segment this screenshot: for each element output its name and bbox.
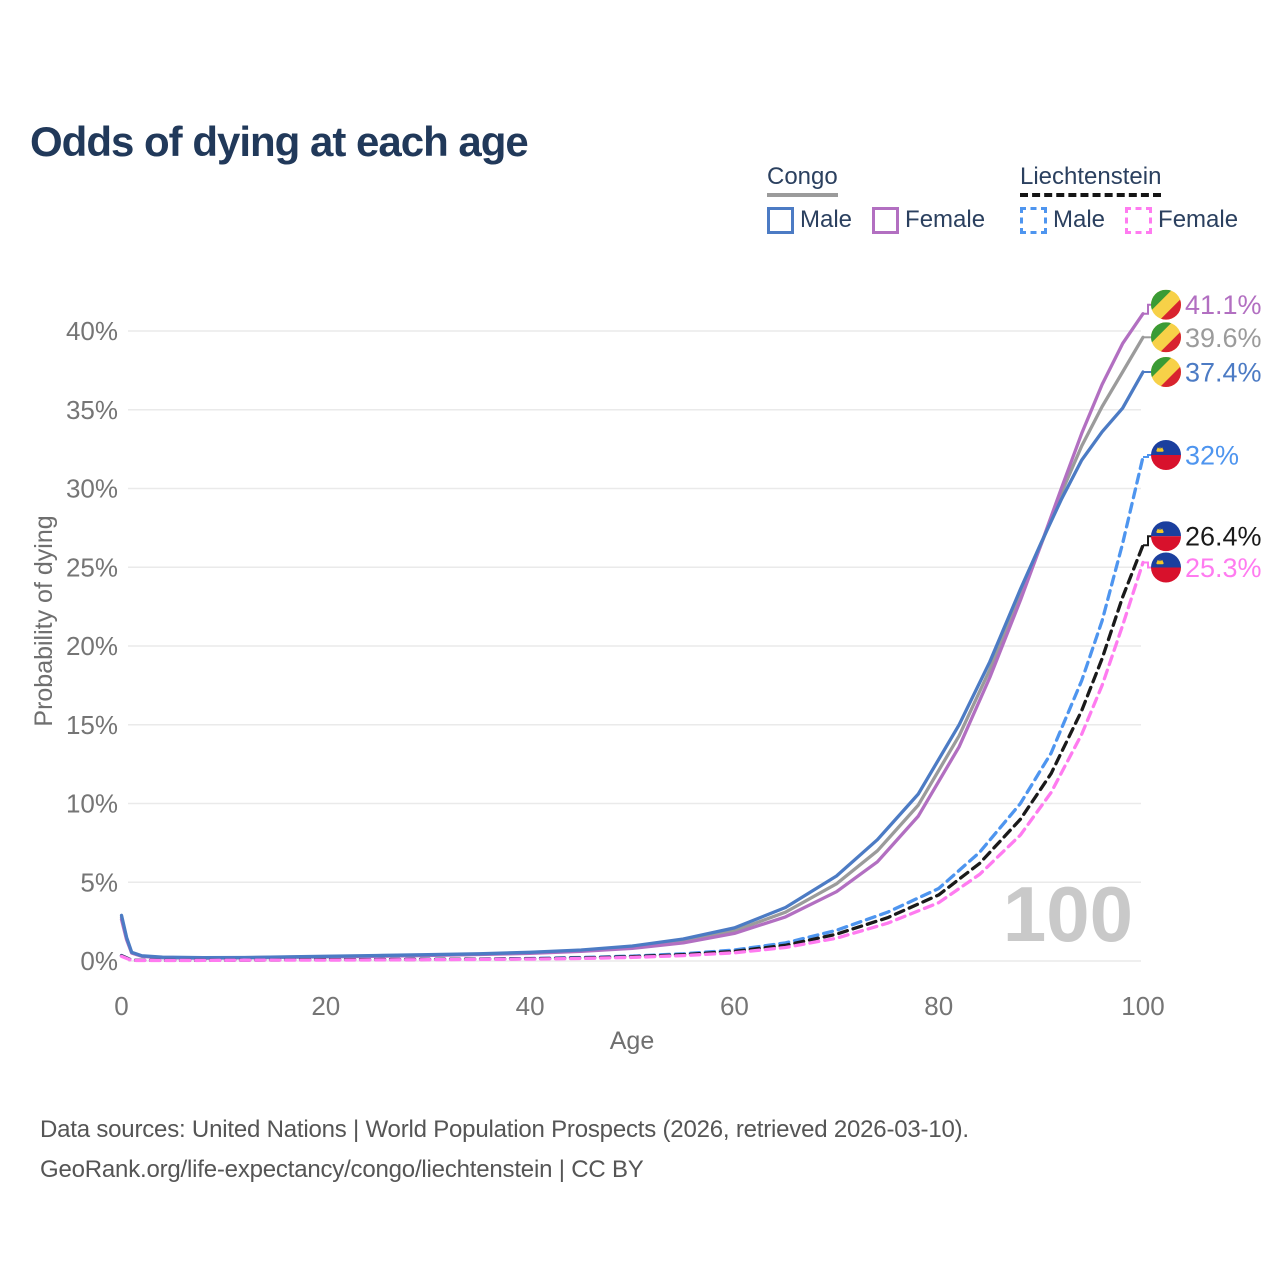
legend-label: Male xyxy=(1053,206,1106,233)
congo-female-end-value: 41.1% xyxy=(1185,290,1262,320)
y-tick-label: 40% xyxy=(66,316,118,346)
y-tick-label: 30% xyxy=(66,474,118,504)
liechtenstein-combined-end-value: 26.4% xyxy=(1185,522,1262,552)
legend-item-liechtenstein-female[interactable]: Female xyxy=(1125,206,1238,234)
congo-female-connector xyxy=(1143,303,1152,315)
x-tick-label: 0 xyxy=(114,991,128,1021)
y-tick-label: 0% xyxy=(80,946,118,976)
x-axis-label: Age xyxy=(610,1027,654,1055)
x-tick-label: 60 xyxy=(720,991,749,1021)
legend-item-congo-male[interactable]: Male xyxy=(767,206,852,234)
footer-attribution: GeoRank.org/life-expectancy/congo/liecht… xyxy=(40,1156,644,1183)
legend-items-congo: Male Female xyxy=(767,206,985,234)
liechtenstein-male-line[interactable] xyxy=(119,455,1145,963)
page-title: Odds of dying at each age xyxy=(30,118,529,166)
legend-items-liechtenstein: Male Female xyxy=(1020,206,1238,234)
footer-data-sources: Data sources: United Nations | World Pop… xyxy=(40,1116,969,1143)
legend-label: Female xyxy=(1158,206,1239,233)
x-tick-label: 20 xyxy=(311,991,340,1021)
congo-female-swatch-icon xyxy=(872,206,900,234)
liechtenstein-male-connector xyxy=(1143,454,1152,458)
age-watermark: 100 xyxy=(1003,870,1133,958)
liechtenstein-flag-icon xyxy=(1151,553,1181,583)
congo-combined-end-value: 39.6% xyxy=(1185,323,1262,353)
legend-label: Female xyxy=(905,206,986,233)
liechtenstein-flag-icon xyxy=(1151,521,1181,551)
congo-male-swatch-icon xyxy=(767,206,794,234)
legend-heading-liechtenstein[interactable]: Liechtenstein xyxy=(1020,163,1162,197)
x-tick-label: 40 xyxy=(516,991,545,1021)
congo-male-line[interactable] xyxy=(119,370,1145,960)
footer: Data sources: United Nations | World Pop… xyxy=(40,1110,969,1190)
liechtenstein-female-connector xyxy=(1143,561,1152,569)
legend-heading-congo[interactable]: Congo xyxy=(767,163,838,197)
liechtenstein-flag-icon xyxy=(1151,440,1181,470)
y-tick-label: 5% xyxy=(80,867,118,897)
y-tick-label: 35% xyxy=(66,395,118,425)
liechtenstein-male-end-value: 32% xyxy=(1185,441,1239,471)
legend-group-congo: Congo Male Female xyxy=(767,163,985,234)
liechtenstein-combined-connector xyxy=(1143,535,1152,547)
congo-male-end-value: 37.4% xyxy=(1185,358,1262,388)
legend-group-liechtenstein: Liechtenstein Male Female xyxy=(1020,163,1238,234)
y-tick-label: 25% xyxy=(66,552,118,582)
congo-flag-icon xyxy=(1151,290,1181,320)
legend-item-congo-female[interactable]: Female xyxy=(872,206,985,234)
y-axis-label: Probability of dying xyxy=(30,515,58,726)
congo-flag-icon xyxy=(1151,322,1181,352)
gridlines xyxy=(128,330,1141,962)
x-tick-label: 80 xyxy=(924,991,953,1021)
legend-item-liechtenstein-male[interactable]: Male xyxy=(1020,206,1105,234)
y-tick-label: 15% xyxy=(66,710,118,740)
liechtenstein-female-line[interactable] xyxy=(119,560,1145,963)
y-tick-label: 10% xyxy=(66,789,118,819)
congo-flag-icon xyxy=(1151,357,1181,387)
liechtenstein-female-swatch-icon xyxy=(1125,206,1153,234)
y-tick-label: 20% xyxy=(66,631,118,661)
legend-label: Male xyxy=(800,206,853,233)
liechtenstein-male-swatch-icon xyxy=(1020,206,1047,234)
x-tick-label: 100 xyxy=(1121,991,1164,1021)
liechtenstein-combined-line[interactable] xyxy=(119,543,1145,963)
liechtenstein-female-end-value: 25.3% xyxy=(1185,553,1262,583)
